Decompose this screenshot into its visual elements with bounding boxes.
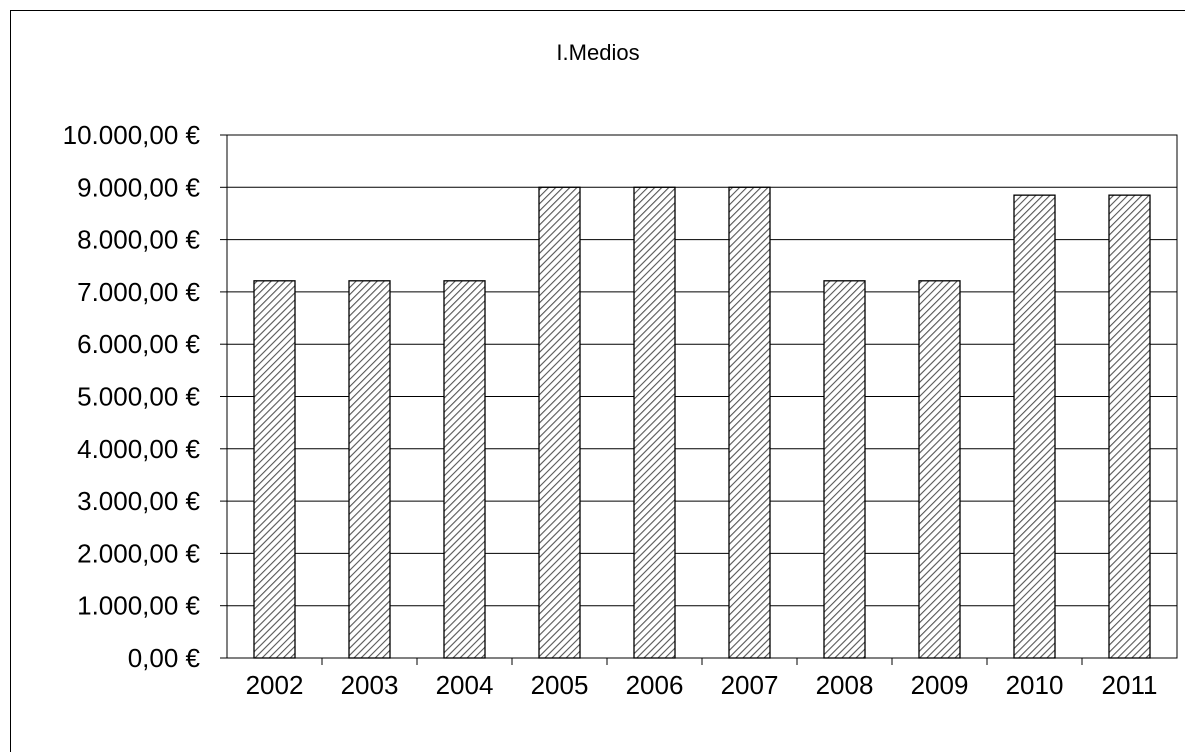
bar-2007 <box>728 186 771 659</box>
plot-area: 0,00 € 1.000,00 € 2.000,00 € 3.000,00 € 4.00… <box>63 120 1178 700</box>
y-tick-label: 0,00 € <box>128 643 201 673</box>
y-tick-label: 9.000,00 € <box>77 172 200 202</box>
y-tick-label: 6.000,00 € <box>77 329 200 359</box>
x-tick-label: 2003 <box>341 670 399 700</box>
bar-2006 <box>633 186 676 659</box>
bar-2003 <box>348 280 391 659</box>
bar-2002 <box>253 280 296 659</box>
bar-2010 <box>1013 194 1056 659</box>
bar-2008 <box>823 280 866 659</box>
x-tick-label: 2011 <box>1102 670 1158 700</box>
x-tick-label: 2004 <box>436 670 494 700</box>
x-tick-label: 2009 <box>911 670 969 700</box>
x-tick-label: 2002 <box>246 670 304 700</box>
x-tick-label: 2007 <box>721 670 779 700</box>
chart-title: I.Medios <box>556 40 639 65</box>
chart-frame <box>10 10 1185 752</box>
y-tick-label: 10.000,00 € <box>63 120 201 150</box>
x-tick-label: 2008 <box>816 670 874 700</box>
y-tick-label: 2.000,00 € <box>77 538 200 568</box>
x-tick-label: 2010 <box>1006 670 1064 700</box>
y-tick-label: 1.000,00 € <box>77 591 200 621</box>
y-tick-label: 8.000,00 € <box>77 225 200 255</box>
bar-2011 <box>1108 194 1151 659</box>
bar-2009 <box>918 280 961 659</box>
bar-2005 <box>538 186 581 659</box>
y-tick-label: 4.000,00 € <box>77 434 200 464</box>
x-tick-label: 2006 <box>626 670 684 700</box>
y-tick-label: 3.000,00 € <box>77 486 200 516</box>
bar-2004 <box>443 280 486 659</box>
y-tick-label: 5.000,00 € <box>77 382 200 412</box>
x-tick-label: 2005 <box>531 670 589 700</box>
y-tick-label: 7.000,00 € <box>77 277 200 307</box>
